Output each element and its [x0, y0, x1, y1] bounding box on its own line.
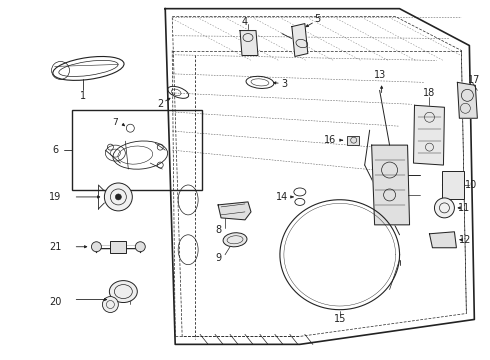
- Text: 5: 5: [315, 14, 321, 24]
- Bar: [110, 241, 126, 253]
- Circle shape: [115, 194, 122, 200]
- Text: 7: 7: [113, 118, 118, 127]
- Circle shape: [135, 242, 145, 252]
- Text: 17: 17: [468, 75, 481, 85]
- Text: 3: 3: [281, 79, 287, 89]
- Circle shape: [102, 297, 119, 312]
- Circle shape: [104, 183, 132, 211]
- Text: 15: 15: [334, 314, 346, 324]
- Bar: [442, 171, 465, 199]
- Bar: [347, 136, 359, 145]
- Text: 20: 20: [49, 297, 62, 306]
- Polygon shape: [429, 232, 456, 248]
- Polygon shape: [292, 24, 308, 57]
- Text: 11: 11: [458, 203, 470, 213]
- Polygon shape: [457, 82, 477, 118]
- Text: 8: 8: [215, 225, 221, 235]
- Polygon shape: [240, 31, 258, 55]
- Text: 10: 10: [465, 180, 477, 190]
- Text: 21: 21: [49, 242, 62, 252]
- Text: 6: 6: [52, 145, 59, 155]
- Text: 14: 14: [276, 192, 288, 202]
- Text: 18: 18: [423, 88, 436, 98]
- Polygon shape: [371, 145, 410, 225]
- Text: 16: 16: [323, 135, 336, 145]
- Circle shape: [435, 198, 454, 218]
- Ellipse shape: [223, 233, 247, 247]
- Text: 4: 4: [242, 17, 248, 27]
- Text: 13: 13: [373, 71, 386, 80]
- Text: 19: 19: [49, 192, 62, 202]
- Polygon shape: [218, 202, 251, 220]
- Text: 12: 12: [459, 235, 471, 245]
- Bar: [73, 110, 202, 190]
- Text: 2: 2: [157, 99, 163, 109]
- Text: 9: 9: [215, 253, 221, 263]
- Ellipse shape: [109, 280, 137, 302]
- Text: 1: 1: [80, 91, 87, 101]
- Polygon shape: [414, 105, 444, 165]
- Circle shape: [92, 242, 101, 252]
